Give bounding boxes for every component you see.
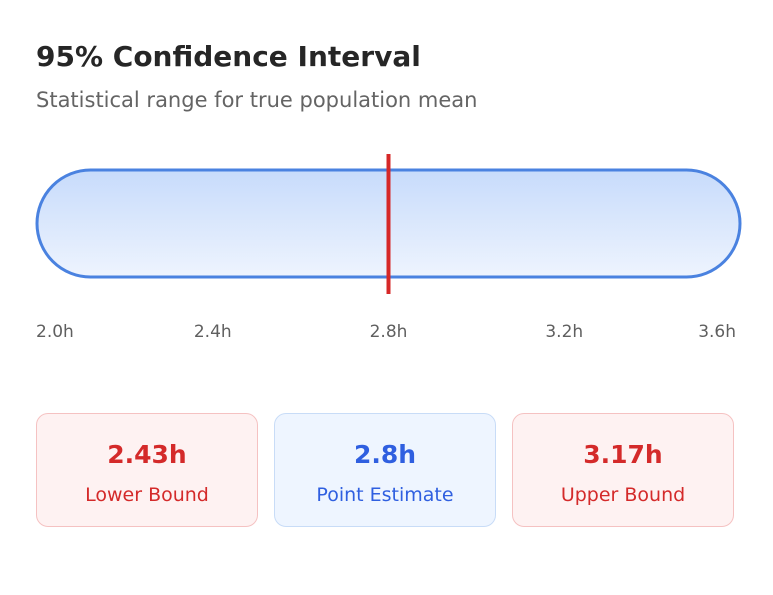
x-axis-ticks: 2.0h 2.4h 2.8h 3.2h 3.6h [36, 322, 736, 342]
upper-bound-card: 3.17h Upper Bound [512, 413, 734, 527]
x-tick-label: 2.0h [36, 322, 74, 342]
point-estimate-value: 2.8h [353, 440, 417, 469]
upper-bound-value: 3.17h [583, 440, 663, 469]
upper-bound-label: Upper Bound [560, 484, 686, 506]
lower-bound-card: 2.43h Lower Bound [36, 413, 258, 527]
point-estimate-label: Point Estimate [316, 484, 454, 506]
summary-cards: 2.43h Lower Bound 2.8h Point Estimate 3.… [36, 413, 736, 529]
x-tick-label: 3.2h [545, 322, 583, 342]
x-tick-label: 2.4h [194, 322, 232, 342]
chart-title: 95% Confidence Interval [36, 40, 421, 73]
lower-bound-label: Lower Bound [85, 484, 209, 506]
chart-subtitle: Statistical range for true population me… [36, 88, 478, 112]
point-estimate-card: 2.8h Point Estimate [274, 413, 496, 527]
x-tick-label: 2.8h [370, 322, 408, 342]
lower-bound-value: 2.43h [107, 440, 187, 469]
x-tick-label: 3.6h [698, 322, 736, 342]
interval-chart: 2.0h 2.4h 2.8h 3.2h 3.6h [35, 154, 742, 342]
